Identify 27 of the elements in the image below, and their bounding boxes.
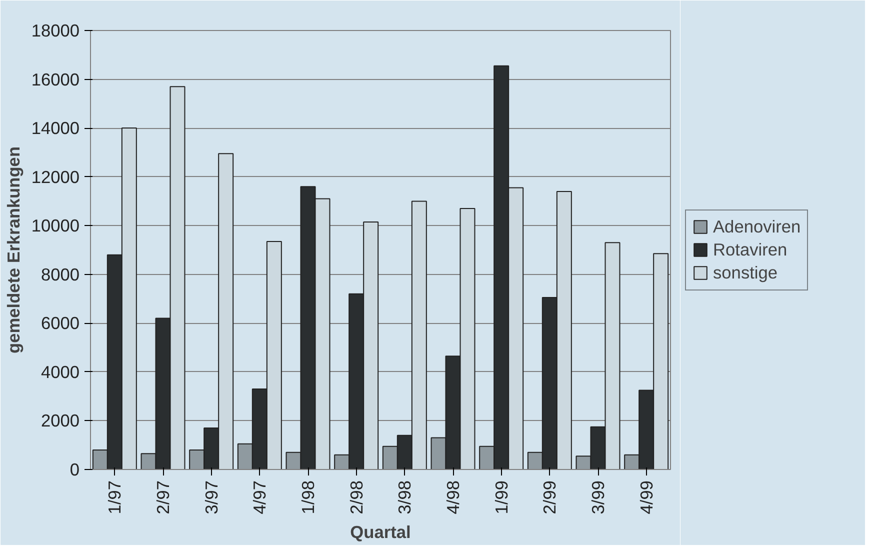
x-tick-label: 3/99: [588, 480, 608, 514]
x-tick-label: 1/98: [298, 480, 318, 514]
x-tick-label: 4/98: [443, 480, 463, 514]
x-axis-title: Quartal: [350, 522, 411, 542]
y-tick-label: 0: [70, 460, 80, 480]
y-tick-label: 4000: [40, 362, 80, 382]
y-tick-label: 10000: [31, 216, 80, 236]
legend-label: Adenoviren: [713, 216, 801, 237]
x-tick-label: 3/98: [394, 480, 415, 514]
x-tick-label: 1/99: [491, 480, 512, 514]
x-tick-label: 1/97: [104, 480, 125, 514]
y-tick-label: 18000: [31, 20, 80, 40]
y-tick-label: 16000: [31, 69, 80, 90]
legend-label: Rotaviren: [713, 239, 788, 260]
y-tick-label: 8000: [40, 264, 80, 284]
x-tick-label: 2/99: [540, 480, 560, 514]
x-tick-label: 4/97: [250, 480, 270, 514]
x-tick-label: 2/97: [153, 480, 173, 514]
x-tick-label: 4/99: [636, 480, 656, 514]
y-tick-label: 2000: [40, 410, 80, 431]
legend-label: sonstige: [713, 262, 778, 283]
x-tick-label: 2/98: [346, 480, 366, 514]
x-tick-label: 3/97: [201, 480, 222, 514]
y-tick-label: 12000: [31, 166, 80, 187]
y-tick-label: 6000: [40, 313, 80, 334]
y-axis-title: gemeldete Erkrankungen: [3, 146, 24, 354]
y-tick-label: 14000: [31, 118, 80, 138]
